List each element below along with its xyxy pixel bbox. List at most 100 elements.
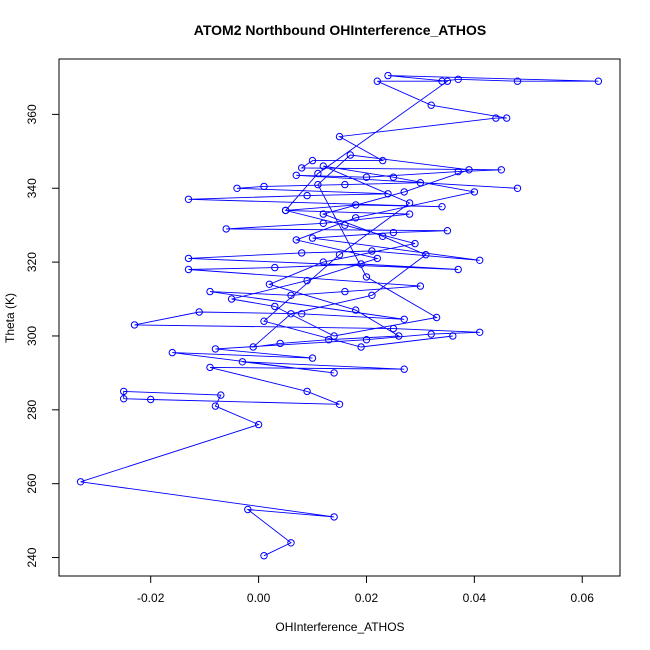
- data-point: [341, 221, 349, 229]
- data-point: [443, 77, 452, 85]
- data-point: [211, 345, 220, 353]
- data-point: [400, 188, 408, 196]
- data-point: [357, 260, 365, 268]
- y-tick-label: 340: [25, 178, 39, 198]
- data-point: [147, 395, 155, 404]
- data-point: [405, 210, 414, 218]
- data-point: [379, 232, 387, 241]
- data-point: [362, 336, 371, 344]
- x-tick-label: 0.00: [247, 591, 271, 605]
- data-point: [335, 251, 344, 259]
- data-point: [352, 214, 360, 222]
- data-point: [265, 280, 274, 288]
- x-axis: -0.02 0.00 0.02 0.04 0.06: [137, 576, 594, 605]
- data-point: [276, 339, 284, 348]
- y-tick-label: 240: [25, 547, 39, 567]
- data-point: [384, 190, 392, 198]
- data-point: [281, 206, 290, 215]
- data-point: [454, 167, 462, 176]
- data-point: [389, 228, 398, 237]
- y-tick-label: 300: [25, 326, 39, 346]
- data-point: [362, 273, 371, 281]
- data-point: [260, 552, 268, 560]
- data-point: [476, 328, 484, 336]
- data-point: [443, 227, 452, 235]
- plot-frame: [58, 58, 621, 577]
- data-point: [330, 369, 338, 377]
- y-axis: 240 260 280 300 320 340 360: [25, 104, 59, 568]
- data-series: [76, 71, 603, 560]
- data-point: [352, 306, 360, 314]
- data-point: [449, 332, 457, 340]
- data-point: [465, 166, 473, 174]
- data-point: [422, 251, 430, 259]
- data-point: [373, 77, 381, 85]
- data-point: [346, 151, 354, 159]
- data-point: [308, 234, 317, 242]
- data-point: [271, 302, 279, 311]
- x-tick-label: 0.02: [355, 591, 379, 605]
- data-point: [352, 201, 360, 209]
- data-point: [120, 387, 128, 396]
- data-point: [476, 256, 484, 264]
- data-point: [211, 402, 220, 410]
- data-point: [416, 179, 425, 187]
- data-point: [497, 166, 505, 174]
- y-tick-label: 360: [25, 104, 39, 124]
- data-point: [168, 348, 177, 357]
- data-point: [362, 173, 371, 181]
- data-point: [389, 324, 398, 333]
- data-point: [335, 400, 344, 408]
- data-point: [249, 343, 257, 351]
- data-point: [130, 321, 139, 329]
- data-point: [120, 395, 128, 403]
- data-point: [260, 182, 268, 191]
- data-point: [314, 180, 322, 189]
- data-point: [503, 114, 511, 122]
- data-point: [206, 363, 214, 372]
- data-point: [298, 249, 306, 257]
- data-point: [400, 365, 408, 373]
- data-point: [454, 265, 462, 274]
- data-point: [492, 114, 500, 122]
- data-point: [384, 71, 392, 80]
- data-point: [341, 180, 349, 189]
- data-point: [379, 156, 387, 165]
- data-point: [292, 171, 300, 180]
- data-point: [217, 391, 225, 399]
- data-point: [308, 156, 317, 165]
- data-point: [314, 169, 322, 178]
- x-tick-label: 0.06: [571, 591, 595, 605]
- data-point: [395, 332, 403, 340]
- data-point: [470, 188, 479, 196]
- data-point: [308, 354, 317, 362]
- data-point: [438, 203, 446, 211]
- data-point: [454, 75, 462, 84]
- data-point: [184, 254, 193, 263]
- series-line: [80, 75, 599, 557]
- data-point: [287, 310, 295, 318]
- data-point: [330, 332, 338, 340]
- data-point: [260, 317, 268, 325]
- data-point: [287, 291, 295, 299]
- data-point: [303, 276, 311, 285]
- data-point: [341, 287, 349, 296]
- data-point: [368, 247, 376, 255]
- x-tick-label: 0.04: [463, 591, 487, 605]
- data-point: [373, 254, 381, 263]
- y-tick-label: 280: [25, 399, 39, 419]
- data-point: [206, 287, 214, 296]
- data-point: [244, 505, 252, 514]
- data-point: [184, 195, 193, 204]
- data-point: [405, 199, 414, 207]
- data-point: [238, 358, 247, 366]
- data-point: [325, 336, 333, 344]
- data-point: [368, 291, 376, 299]
- data-point: [303, 191, 311, 200]
- y-axis-label: Theta (K): [3, 293, 17, 343]
- data-point: [292, 236, 300, 244]
- data-point: [357, 343, 365, 351]
- y-tick-label: 260: [25, 473, 39, 493]
- data-point: [254, 420, 263, 429]
- data-point: [303, 387, 311, 396]
